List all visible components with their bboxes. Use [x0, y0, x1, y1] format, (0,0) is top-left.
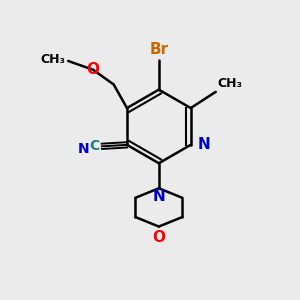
Text: CH₃: CH₃	[41, 53, 66, 66]
Text: N: N	[78, 142, 90, 156]
Text: O: O	[87, 62, 100, 77]
Text: O: O	[152, 230, 165, 244]
Text: Br: Br	[149, 42, 168, 57]
Text: CH₃: CH₃	[217, 77, 242, 90]
Text: N: N	[152, 190, 165, 205]
Text: N: N	[197, 137, 210, 152]
Text: C: C	[89, 139, 100, 153]
